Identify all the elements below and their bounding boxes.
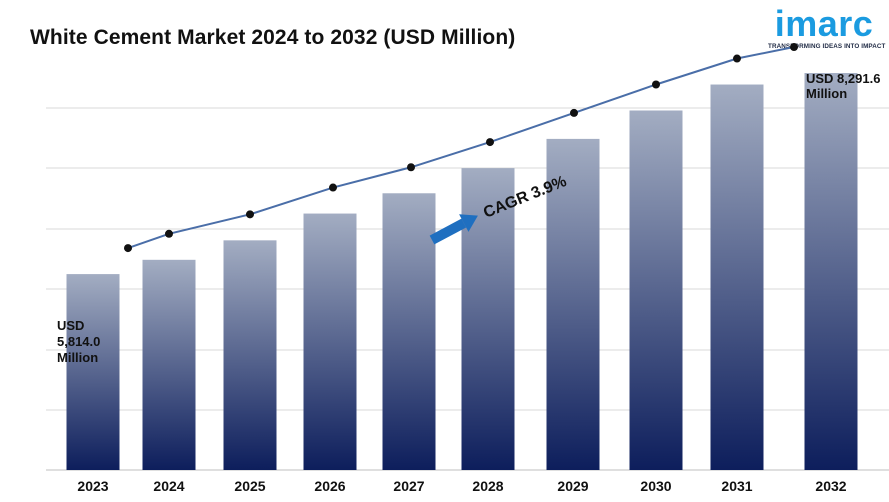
x-tick-label: 2032 <box>815 478 846 494</box>
x-tick-label: 2025 <box>234 478 265 494</box>
bar-2029 <box>546 138 600 470</box>
bar-2030 <box>629 110 683 470</box>
end-value-annotation: Million <box>806 86 847 101</box>
chart-title: White Cement Market 2024 to 2032 (USD Mi… <box>30 26 516 49</box>
line-marker-2032 <box>790 43 798 52</box>
trend-line <box>127 46 795 250</box>
line-marker-2023 <box>124 244 132 253</box>
bar-2032 <box>804 73 858 471</box>
start-value-annotation: USD <box>57 318 84 333</box>
end-value-annotation: USD 8,291.6 <box>806 71 880 86</box>
x-tick-label: 2027 <box>393 478 424 494</box>
line-marker-2031 <box>733 54 741 63</box>
line-marker-2030 <box>652 80 660 89</box>
line-marker-2024 <box>165 229 173 238</box>
x-tick-label: 2030 <box>640 478 671 494</box>
cagr-arrow-icon <box>429 214 478 245</box>
bar-2025 <box>223 240 277 470</box>
line-marker-2028 <box>486 138 494 147</box>
x-tick-label: 2029 <box>557 478 588 494</box>
x-tick-label: 2026 <box>314 478 345 494</box>
logo-wordmark: imarc <box>774 3 874 44</box>
line-marker-2025 <box>246 210 254 219</box>
bar-2023 <box>66 274 120 470</box>
bar-2026 <box>303 213 357 471</box>
line-marker-2026 <box>329 183 337 192</box>
logo-tagline: TRANSFORMING IDEAS INTO IMPACT <box>768 43 886 50</box>
start-value-annotation: 5,814.0 <box>57 334 100 349</box>
bar-2024 <box>142 259 196 470</box>
bar-2027 <box>382 193 436 470</box>
line-marker-2029 <box>570 108 578 117</box>
x-tick-label: 2024 <box>153 478 184 494</box>
line-marker-2027 <box>407 163 415 172</box>
bar-2031 <box>710 84 764 471</box>
x-tick-label: 2023 <box>77 478 108 494</box>
x-tick-label: 2028 <box>472 478 503 494</box>
x-tick-label: 2031 <box>721 478 752 494</box>
start-value-annotation: Million <box>57 350 98 365</box>
imarc-logo: imarc TRANSFORMING IDEAS INTO IMPACT <box>768 3 886 51</box>
